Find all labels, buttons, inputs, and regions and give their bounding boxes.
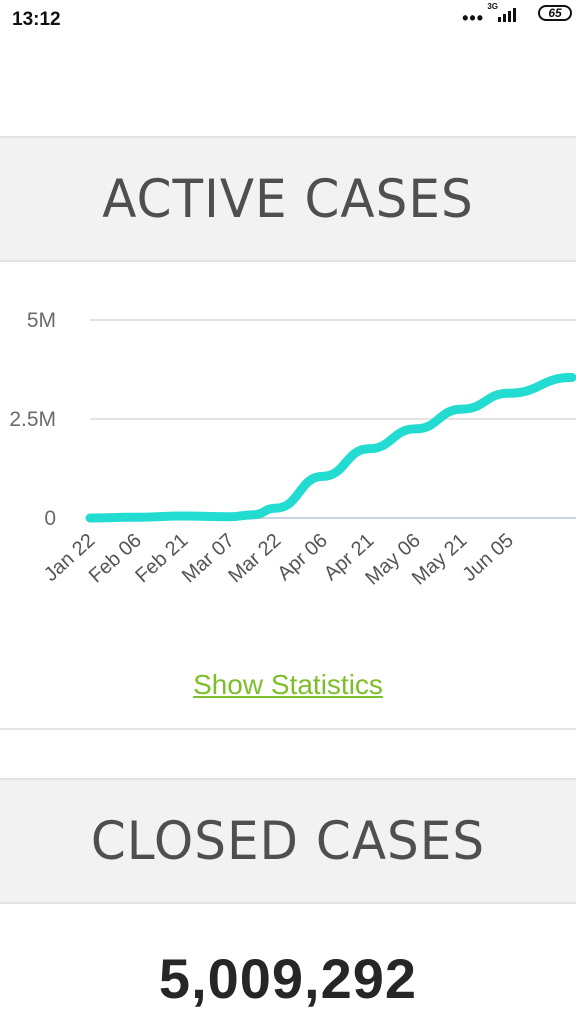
status-time: 13:12 (12, 9, 61, 30)
network-type: 3G (487, 2, 498, 11)
y-tick-label: 2.5M (9, 408, 56, 431)
closed-cases-title: CLOSED CASES (90, 810, 486, 872)
closed-cases-header: CLOSED CASES (0, 778, 576, 904)
x-tick-label: Apr 06 (273, 529, 332, 585)
y-tick-label: 0 (44, 507, 56, 530)
active-cases-chart-card: 5M 2.5M 0 Jan 22 Feb 06 Feb 21 Mar 07 Mar 22 Apr… (0, 264, 576, 730)
signal-icon (498, 8, 516, 22)
more-dots-icon: ••• (462, 8, 484, 28)
active-cases-title: ACTIVE CASES (102, 168, 474, 230)
x-tick-label: Mar 22 (224, 529, 285, 587)
status-bar: 13:12 ••• 3G 65 (0, 0, 576, 40)
y-tick-label: 5M (27, 309, 56, 332)
section-gap (0, 730, 576, 778)
x-tick-label: Feb 06 (85, 529, 146, 587)
x-tick-label: Feb 21 (131, 529, 192, 587)
active-cases-line (85, 372, 576, 523)
x-tick-label: Jun 05 (458, 529, 517, 586)
show-statistics-link[interactable]: Show Statistics (193, 669, 383, 700)
x-tick-label: Mar 07 (178, 529, 239, 587)
closed-cases-total: 5,009,292 (158, 947, 418, 1010)
battery-icon: 65 (538, 5, 572, 21)
active-cases-header: ACTIVE CASES (0, 136, 576, 262)
